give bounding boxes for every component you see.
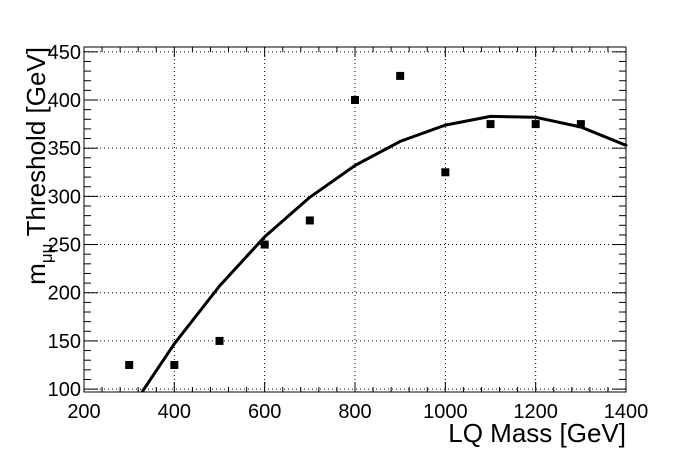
y-tick-label: 150 xyxy=(48,331,81,353)
data-point-marker xyxy=(216,337,224,345)
y-tick-label: 100 xyxy=(48,379,81,401)
y-tick-label: 350 xyxy=(48,138,81,160)
y-tick-label: 450 xyxy=(48,42,81,64)
x-tick-label: 600 xyxy=(248,401,281,423)
fit-curve-layer xyxy=(143,116,626,391)
y-tick-label: 200 xyxy=(48,283,81,305)
data-point-marker xyxy=(125,361,133,369)
y-axis-title-prefix: m xyxy=(21,263,51,285)
data-point-marker xyxy=(261,241,269,249)
data-point-marker xyxy=(351,96,359,104)
x-tick-label: 400 xyxy=(158,401,191,423)
data-point-marker xyxy=(306,216,314,224)
data-point-marker xyxy=(487,120,495,128)
y-axis-title-subscript: μμ xyxy=(37,244,56,264)
y-axis-title: mμμ Threshold [GeV] xyxy=(21,47,56,285)
y-tick-label: 300 xyxy=(48,186,81,208)
x-tick-label: 200 xyxy=(67,401,100,423)
data-point-marker xyxy=(532,120,540,128)
x-axis-title: LQ Mass [GeV] xyxy=(448,418,626,448)
x-tick-label: 800 xyxy=(338,401,371,423)
data-point-marker xyxy=(441,168,449,176)
y-tick-label: 400 xyxy=(48,90,81,112)
data-point-marker xyxy=(396,72,404,80)
fit-curve-line xyxy=(143,116,626,391)
data-point-marker xyxy=(170,361,178,369)
y-axis-title-suffix: Threshold [GeV] xyxy=(21,47,51,244)
data-point-marker xyxy=(577,120,585,128)
